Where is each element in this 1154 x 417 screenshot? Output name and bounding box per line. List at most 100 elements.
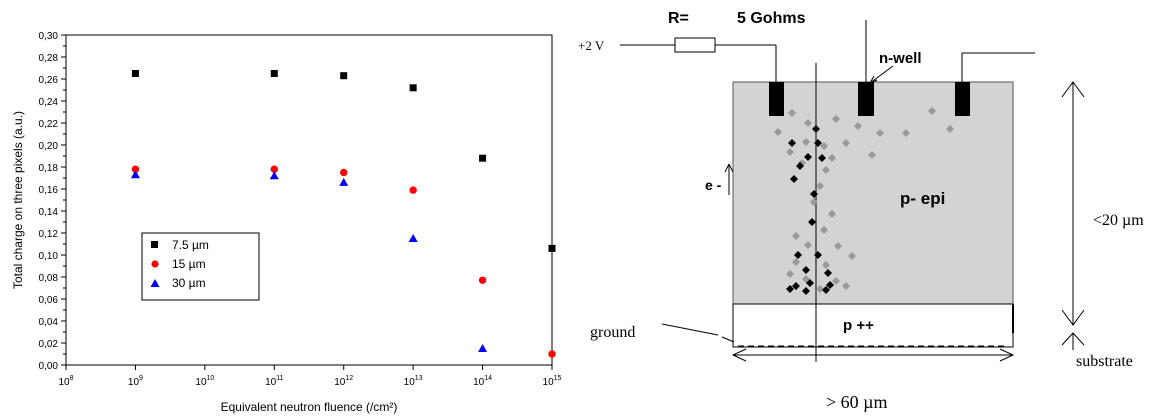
y-tick-label: 0,30 bbox=[39, 31, 59, 42]
electron-dark bbox=[802, 266, 810, 274]
electron-light bbox=[788, 109, 796, 117]
x-tick-label: 1010 bbox=[195, 375, 214, 388]
thickness-arrow-top bbox=[1061, 81, 1085, 98]
n-well-pointer bbox=[869, 65, 894, 84]
electron-light bbox=[848, 252, 856, 260]
n-well-electrode-right bbox=[955, 82, 970, 116]
electron-dark bbox=[822, 286, 830, 294]
electron-light bbox=[828, 154, 836, 162]
electron-light bbox=[832, 277, 840, 285]
y-axis: 0,00 0,02 0,04 0,06 0,08 0,10 0,12 0,14 0,16 0,18… bbox=[39, 31, 66, 372]
electron-light bbox=[832, 115, 840, 123]
y-tick-label: 0,00 bbox=[39, 361, 59, 372]
y-axis-label: Total charge on three pixels (a.u.) bbox=[11, 111, 25, 289]
thickness-arrow-bottom bbox=[1061, 309, 1085, 326]
p-epi-label: p- epi bbox=[900, 189, 945, 208]
width-arrow-right bbox=[999, 348, 1015, 362]
plot-area bbox=[65, 34, 553, 366]
x-tick-label: 108 bbox=[58, 375, 73, 388]
n-well-pointer-head-a bbox=[869, 75, 875, 84]
electron-dark bbox=[788, 139, 796, 147]
electron-light bbox=[868, 151, 876, 159]
y-tick-label: 0,04 bbox=[39, 317, 59, 328]
electron-dark bbox=[814, 251, 822, 259]
electron-light bbox=[786, 270, 794, 278]
electron-dark bbox=[786, 285, 794, 293]
electron-light bbox=[792, 258, 800, 266]
electron-light bbox=[816, 182, 824, 190]
point-15-m bbox=[478, 276, 487, 284]
electron-drift-arrow-head-a bbox=[724, 163, 730, 173]
point-30-m bbox=[269, 171, 279, 180]
electron-dark bbox=[792, 282, 800, 290]
x-axis-label: Equivalent neutron fluence (/cm²) bbox=[221, 400, 398, 414]
electron-light bbox=[902, 129, 910, 137]
n-well-pointer-head-b bbox=[869, 79, 878, 84]
chart: 0,00 0,02 0,04 0,06 0,08 0,10 0,12 0,14 0,16 0,18… bbox=[11, 31, 562, 414]
substrate-region bbox=[732, 303, 1014, 348]
y-tick-label: 0,16 bbox=[39, 185, 59, 196]
thickness-label: <20 µm bbox=[1093, 212, 1144, 229]
electron-dark bbox=[794, 251, 802, 259]
y-tick-label: 0,12 bbox=[39, 229, 59, 240]
p-epi-region bbox=[732, 81, 1014, 305]
legend-label-7-5um: 7.5 µm bbox=[172, 238, 209, 252]
point-7-5-m bbox=[479, 154, 487, 162]
pixel-diagram: R= 5 Gohms +2 V n-well e - p- epi p ++ g… bbox=[578, 10, 1144, 412]
electron-dark bbox=[810, 190, 818, 198]
y-tick-label: 0,20 bbox=[39, 141, 59, 152]
y-tick-label: 0,06 bbox=[39, 295, 59, 306]
electron-light bbox=[804, 119, 812, 127]
y-tick-label: 0,14 bbox=[39, 207, 59, 218]
point-7-5-m bbox=[409, 84, 417, 92]
electron-dark bbox=[802, 287, 810, 295]
width-arrow-left bbox=[731, 348, 747, 362]
voltage-label: +2 V bbox=[578, 38, 605, 53]
electron-light bbox=[820, 142, 828, 150]
point-15-m bbox=[409, 186, 417, 194]
point-15-m bbox=[340, 168, 348, 177]
electron-light bbox=[876, 129, 884, 137]
point-7-5-m bbox=[548, 244, 556, 252]
legend-marker-15um bbox=[151, 260, 159, 268]
electron-dark bbox=[826, 281, 834, 289]
electron-light bbox=[828, 210, 836, 218]
p-plus-plus-label: p ++ bbox=[843, 317, 874, 334]
legend: 7.5 µm 15 µm 30 µm bbox=[141, 232, 260, 301]
width-label: > 60 µm bbox=[826, 392, 888, 412]
electron-light bbox=[810, 198, 818, 206]
x-tick-label: 109 bbox=[128, 375, 143, 388]
y-tick-label: 0,08 bbox=[39, 273, 59, 284]
x-tick-label: 1012 bbox=[334, 375, 353, 388]
electron-light bbox=[786, 148, 794, 156]
series-layer bbox=[130, 70, 556, 358]
electron-light bbox=[842, 139, 850, 147]
x-tick-label: 1011 bbox=[265, 375, 283, 388]
point-7-5-m bbox=[131, 70, 139, 77]
electron-light bbox=[822, 166, 830, 174]
y-tick-label: 0,24 bbox=[39, 97, 59, 108]
electron-dark bbox=[796, 162, 804, 170]
n-well-electrode-center bbox=[858, 82, 874, 116]
x-axis: 108 109 1010 1011 1012 1013 1014 1015 bbox=[58, 365, 562, 388]
point-7-5-m bbox=[340, 72, 348, 80]
legend-marker-30um bbox=[150, 279, 160, 287]
electron-light bbox=[842, 282, 850, 290]
ground-pointer bbox=[661, 323, 719, 336]
y-tick-label: 0,22 bbox=[39, 119, 59, 130]
electron-light bbox=[774, 128, 782, 136]
ground-pointer-dash bbox=[721, 336, 735, 343]
electron-dark bbox=[808, 218, 816, 226]
resistor bbox=[674, 37, 716, 53]
electron-cloud bbox=[774, 107, 954, 295]
x-tick-label: 1015 bbox=[543, 375, 562, 388]
point-30-m bbox=[130, 170, 140, 179]
legend-label-15um: 15 µm bbox=[172, 257, 206, 271]
electron-light bbox=[946, 125, 954, 133]
point-7-5-m bbox=[270, 70, 278, 77]
electron-dark bbox=[804, 153, 812, 161]
substrate-label: substrate bbox=[1076, 353, 1133, 370]
y-tick-label: 0,18 bbox=[39, 163, 59, 174]
electron-light bbox=[820, 226, 828, 234]
